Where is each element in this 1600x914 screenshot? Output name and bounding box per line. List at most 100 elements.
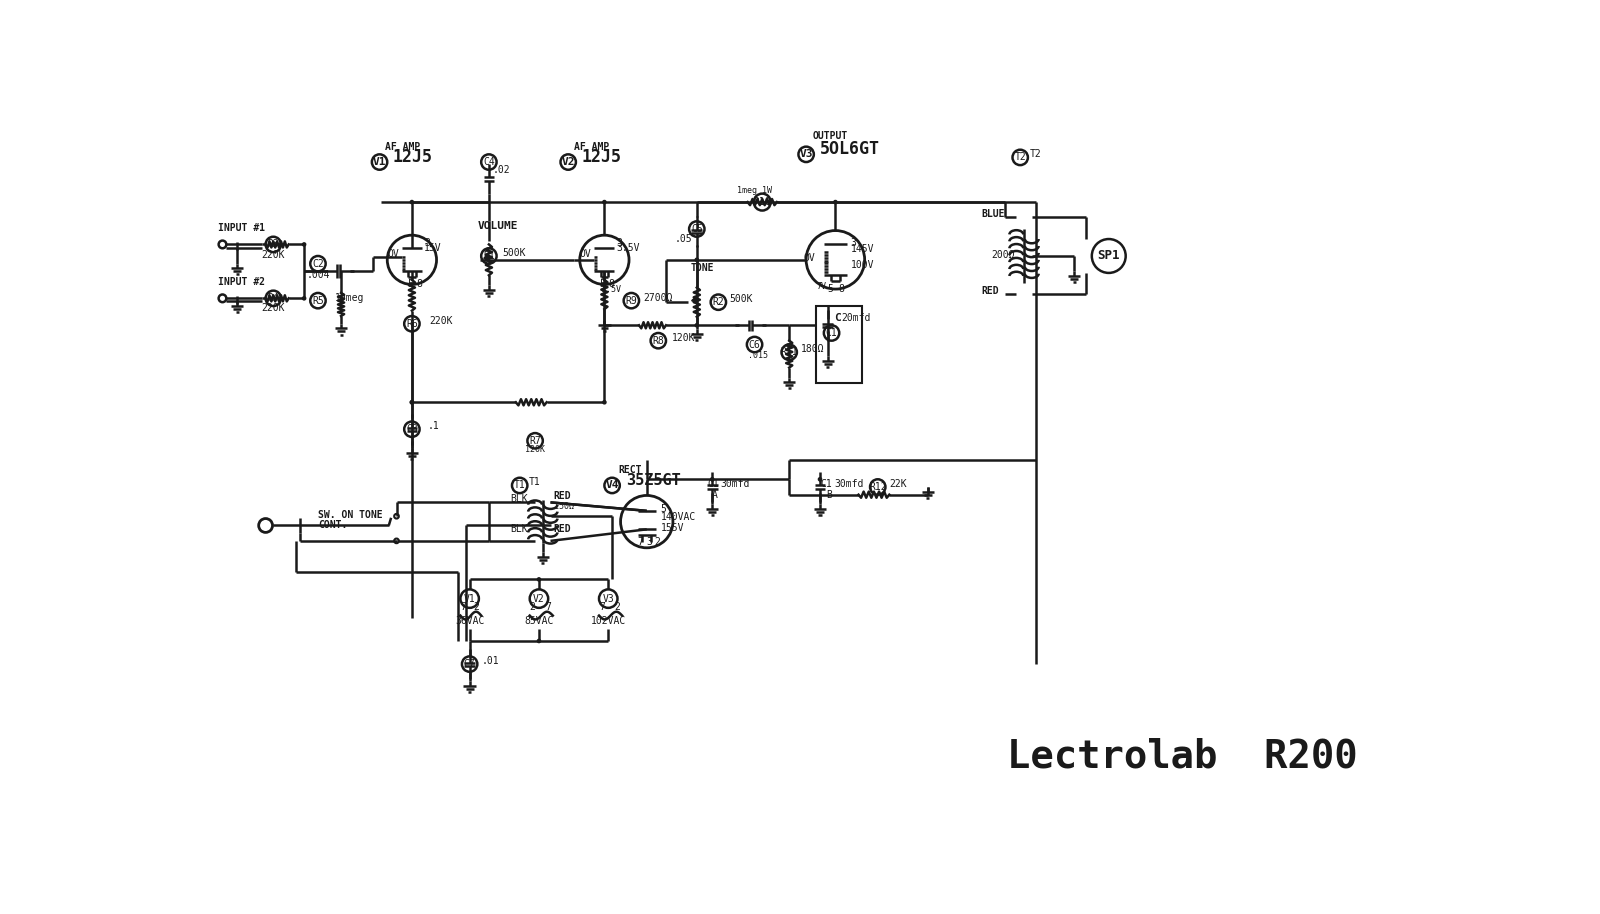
Text: 102VAC: 102VAC (590, 616, 626, 626)
Text: 7: 7 (598, 602, 605, 612)
Text: C2: C2 (312, 259, 323, 269)
Text: .05: .05 (675, 234, 693, 244)
Text: INPUT #2: INPUT #2 (218, 277, 266, 287)
Text: T2: T2 (1014, 153, 1026, 163)
Text: 30mfd: 30mfd (834, 479, 864, 489)
Text: C5: C5 (691, 224, 702, 234)
Circle shape (302, 296, 307, 301)
Text: OV: OV (803, 253, 814, 263)
Text: V1: V1 (373, 157, 386, 167)
Text: .004: .004 (306, 270, 330, 280)
Text: 7: 7 (546, 602, 550, 612)
Text: .01: .01 (482, 656, 499, 666)
Text: 145V: 145V (851, 244, 874, 254)
Text: RED: RED (554, 524, 571, 534)
Circle shape (410, 400, 414, 405)
Text: 220K: 220K (261, 250, 285, 260)
Circle shape (818, 477, 822, 482)
Text: R3: R3 (267, 239, 278, 250)
Text: C4: C4 (483, 157, 494, 167)
Text: C: C (834, 314, 840, 324)
Text: T2: T2 (1029, 149, 1042, 159)
Text: R12: R12 (869, 482, 886, 492)
Text: C7: C7 (464, 659, 475, 669)
Text: C1: C1 (707, 479, 720, 489)
Text: 15V: 15V (424, 242, 442, 252)
Text: 5: 5 (827, 284, 834, 294)
Text: 2: 2 (654, 537, 661, 547)
Text: 8: 8 (416, 279, 422, 289)
Text: 120K: 120K (525, 445, 546, 454)
Text: C3: C3 (406, 424, 418, 434)
Text: 7: 7 (637, 537, 643, 547)
Text: SW. ON TONE: SW. ON TONE (318, 510, 382, 520)
Text: 200Ω: 200Ω (990, 250, 1014, 260)
Text: 120K: 120K (672, 333, 694, 343)
Text: 500K: 500K (730, 294, 752, 304)
Text: 5OL6GT: 5OL6GT (819, 141, 880, 158)
Text: R8: R8 (653, 335, 664, 345)
Text: 5: 5 (598, 279, 605, 289)
Text: 140VAC: 140VAC (661, 512, 696, 522)
Text: OV: OV (579, 249, 592, 259)
Text: 2: 2 (530, 602, 536, 612)
Text: .02: .02 (493, 165, 510, 175)
Text: C1: C1 (826, 328, 837, 338)
Bar (816, 306, 862, 383)
Text: V2: V2 (533, 593, 546, 603)
Text: 8: 8 (838, 284, 845, 294)
Text: R7: R7 (530, 436, 541, 446)
Text: R5: R5 (312, 295, 323, 305)
Text: BLK: BLK (510, 524, 528, 534)
Text: 220K: 220K (430, 315, 453, 325)
Text: BLK: BLK (510, 494, 528, 505)
Text: BLUE: BLUE (982, 209, 1005, 219)
Text: OV: OV (387, 249, 398, 259)
Text: A: A (712, 490, 718, 500)
Text: 36VAC: 36VAC (454, 616, 485, 626)
Text: 10meg: 10meg (334, 292, 365, 303)
Text: 3: 3 (851, 238, 856, 248)
Text: 35Z5GT: 35Z5GT (626, 473, 680, 488)
Text: OUTPUT: OUTPUT (813, 131, 848, 141)
Text: T1: T1 (514, 481, 525, 491)
Text: RED: RED (982, 286, 1000, 296)
Text: R11: R11 (781, 347, 798, 357)
Text: R4: R4 (267, 293, 278, 303)
Text: V3: V3 (602, 593, 614, 603)
Circle shape (602, 200, 606, 205)
Text: TONE: TONE (691, 263, 714, 273)
Text: R1: R1 (483, 251, 494, 261)
Text: 155V: 155V (661, 523, 685, 533)
Text: 100V: 100V (851, 260, 874, 270)
Circle shape (834, 200, 838, 205)
Circle shape (410, 400, 414, 405)
Text: 12J5: 12J5 (581, 148, 621, 166)
Text: T1: T1 (530, 477, 541, 487)
Text: AF AMP: AF AMP (574, 142, 610, 152)
Text: 2: 2 (474, 602, 480, 612)
Text: Lectrolab  R200: Lectrolab R200 (1006, 738, 1357, 775)
Text: R2: R2 (712, 297, 725, 307)
Text: 5: 5 (408, 279, 413, 289)
Circle shape (694, 323, 699, 327)
Text: 3: 3 (646, 537, 653, 547)
Text: 150Ω: 150Ω (554, 502, 573, 511)
Text: R6: R6 (406, 319, 418, 329)
Text: 7: 7 (461, 602, 466, 612)
Circle shape (410, 200, 414, 205)
Text: 3.5V: 3.5V (616, 242, 640, 252)
Text: C6: C6 (749, 339, 760, 349)
Text: B: B (826, 490, 832, 500)
Text: C1: C1 (819, 479, 832, 489)
Text: 30mfd: 30mfd (720, 479, 749, 489)
Circle shape (602, 400, 606, 405)
Text: AF AMP: AF AMP (386, 142, 421, 152)
Text: RECT: RECT (618, 465, 642, 475)
Text: .1: .1 (427, 421, 438, 431)
Text: R9: R9 (626, 295, 637, 305)
Text: 5: 5 (661, 505, 667, 515)
Text: 22K: 22K (890, 479, 907, 489)
Text: R10: R10 (754, 197, 771, 207)
Text: 2700Ω: 2700Ω (643, 292, 672, 303)
